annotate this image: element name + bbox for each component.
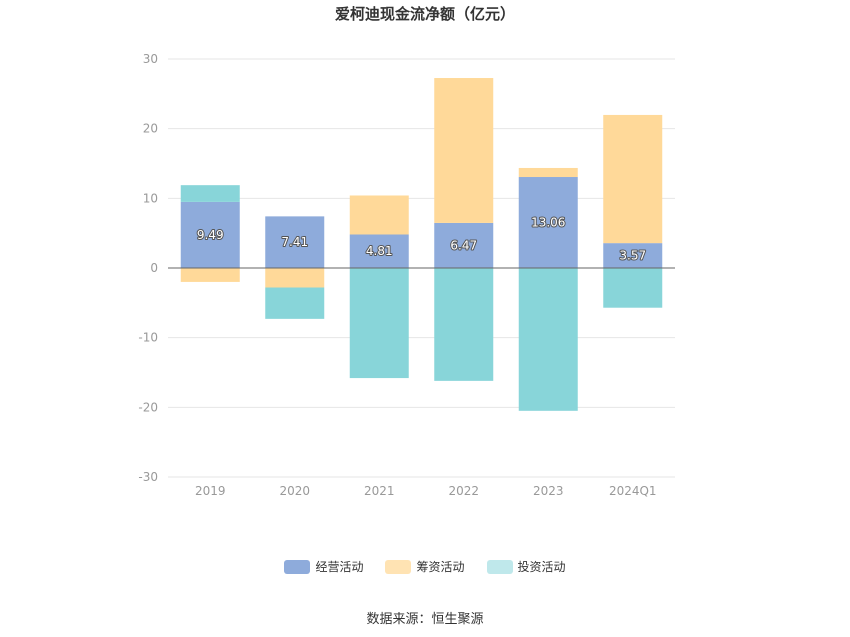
y-tick-label: -30 [138, 470, 158, 484]
x-tick-label: 2019 [195, 484, 226, 498]
bar-operating[interactable] [349, 234, 409, 268]
legend-label-operating: 经营活动 [315, 560, 364, 574]
x-tick-label: 2021 [364, 484, 395, 498]
legend-item-operating[interactable]: 经营活动 [284, 558, 363, 575]
data-label: 3.57 [619, 249, 646, 263]
legend-item-financing[interactable]: 筹资活动 [385, 558, 465, 575]
bar-financing[interactable] [349, 195, 409, 235]
legend-item-investing[interactable]: 投资活动 [486, 558, 566, 575]
bar-financing[interactable] [603, 114, 663, 244]
x-tick-label: 2024Q1 [609, 484, 657, 498]
y-tick-label: 30 [143, 52, 158, 66]
source-note: 数据来源：恒生聚源 [366, 612, 484, 627]
bar-operating[interactable] [265, 216, 325, 268]
legend-label-investing: 投资活动 [517, 560, 566, 574]
x-tick-label: 2022 [448, 484, 479, 498]
x-tick-label: 2020 [279, 484, 310, 498]
bar-investing[interactable] [518, 268, 578, 411]
bar-financing[interactable] [518, 167, 578, 178]
y-tick-label: -10 [138, 331, 158, 345]
legend-swatch-investing [486, 559, 513, 574]
data-label: 4.81 [366, 244, 393, 258]
y-tick-label: 20 [143, 122, 158, 136]
bar-investing[interactable] [265, 287, 325, 319]
bar-investing[interactable] [180, 185, 240, 202]
legend-swatch-financing [385, 559, 412, 574]
y-tick-label: 10 [143, 191, 158, 205]
data-label: 6.47 [450, 238, 477, 252]
bar-operating[interactable] [518, 177, 578, 268]
data-label: 13.06 [531, 216, 565, 230]
bar-financing[interactable] [265, 268, 325, 288]
bar-operating[interactable] [434, 222, 494, 268]
bar-investing[interactable] [434, 268, 494, 381]
bar-financing[interactable] [180, 268, 240, 282]
bar-operating[interactable] [603, 243, 663, 268]
bar-operating[interactable] [180, 201, 240, 268]
y-tick-label: 0 [150, 261, 158, 275]
chart-title: 爱柯迪现金流净额（亿元） [334, 5, 515, 23]
legend-swatch-operating [284, 559, 311, 574]
legend-label-financing: 筹资活动 [416, 560, 465, 574]
chart-legend: 经营活动 筹资活动 投资活动 [0, 558, 850, 575]
bar-investing[interactable] [349, 268, 409, 379]
x-tick-label: 2023 [533, 484, 564, 498]
data-label: 9.49 [197, 228, 224, 242]
bar-investing[interactable] [603, 268, 663, 308]
y-tick-label: -20 [138, 400, 158, 414]
bar-financing[interactable] [434, 78, 494, 223]
data-label: 7.41 [281, 235, 308, 249]
